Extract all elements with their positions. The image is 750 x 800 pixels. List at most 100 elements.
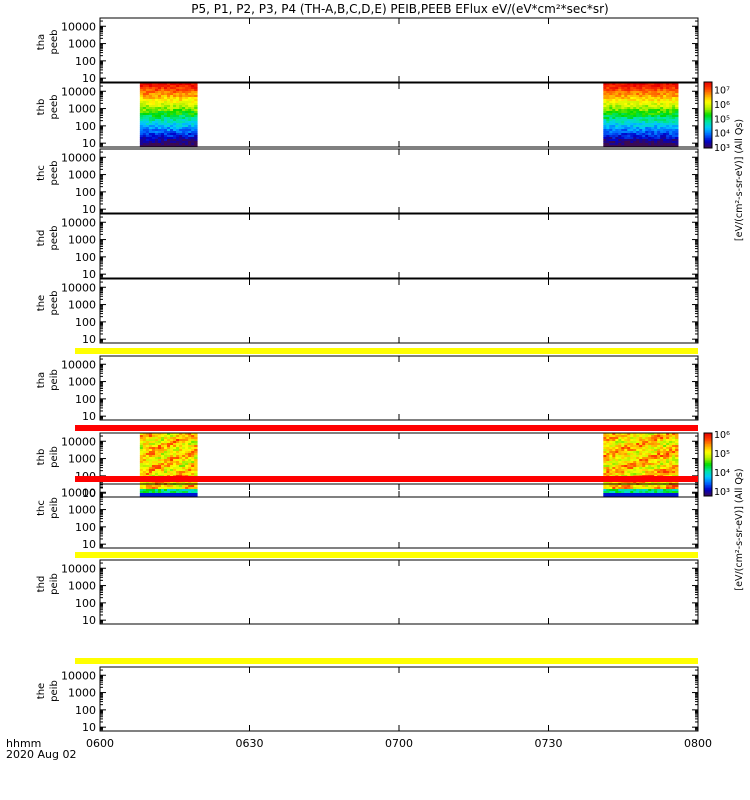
heatmap-cell <box>663 141 667 144</box>
heatmap-cell <box>194 453 198 456</box>
heatmap-cell <box>618 481 622 484</box>
heatmap-cell <box>139 125 144 128</box>
heatmap-cell <box>672 141 676 144</box>
heatmap-cell <box>621 489 625 492</box>
heatmap-cell <box>173 89 177 92</box>
heatmap-cell <box>167 113 171 116</box>
heatmap-cell <box>639 117 643 120</box>
heatmap-cell <box>660 137 664 140</box>
heatmap-cell <box>185 461 189 464</box>
heatmap-cell <box>145 89 150 92</box>
heatmap-cell <box>194 123 198 126</box>
heatmap-cell <box>612 443 616 446</box>
heatmap-cell <box>675 123 679 126</box>
heatmap-cell <box>642 145 646 148</box>
heatmap-cell <box>188 135 192 138</box>
heatmap-cell <box>157 465 162 468</box>
heatmap-cell <box>603 83 607 86</box>
heatmap-cell <box>639 469 643 472</box>
heatmap-cell <box>170 109 174 112</box>
heatmap-cell <box>185 447 189 450</box>
heatmap-cell <box>660 91 664 94</box>
heatmap-cell <box>636 473 640 476</box>
heatmap-cell <box>179 481 183 484</box>
heatmap-cell <box>170 465 174 468</box>
heatmap-cell <box>160 471 165 474</box>
heatmap-cell <box>627 95 631 98</box>
heatmap-cell <box>633 103 637 106</box>
heatmap-cell <box>618 123 622 126</box>
heatmap-cell <box>179 463 183 466</box>
heatmap-cell <box>142 439 147 442</box>
heatmap-cell <box>145 451 150 454</box>
heatmap-cell <box>188 463 192 466</box>
energy-tick-label: 10000 <box>61 435 96 448</box>
heatmap-cell <box>636 111 640 114</box>
heatmap-cell <box>621 467 625 470</box>
heatmap-cell <box>164 463 168 466</box>
heatmap-cell <box>191 93 195 96</box>
heatmap-cell <box>675 141 679 144</box>
heatmap-cell <box>627 465 631 468</box>
heatmap-cell <box>639 467 643 470</box>
heatmap-cell <box>191 105 195 108</box>
colorbar-swatch <box>704 464 712 467</box>
heatmap-cell <box>182 125 186 128</box>
heatmap-cell <box>669 87 673 90</box>
heatmap-cell <box>633 135 637 138</box>
heatmap-cell <box>160 95 165 98</box>
heatmap-cell <box>675 491 679 494</box>
heatmap-cell <box>182 111 186 114</box>
heatmap-cell <box>657 133 661 136</box>
heatmap-cell <box>666 463 670 466</box>
heatmap-cell <box>615 91 619 94</box>
heatmap-cell <box>167 489 171 492</box>
heatmap-cell <box>164 87 168 90</box>
heatmap-cell <box>154 91 159 94</box>
heatmap-cell <box>612 451 616 454</box>
heatmap-cell <box>615 445 619 448</box>
heatmap-cell <box>639 99 643 102</box>
heatmap-cell <box>603 129 607 132</box>
heatmap-cell <box>645 439 649 442</box>
heatmap-cell <box>642 89 646 92</box>
time-axis-label-date: 2020 Aug 02 <box>6 748 76 761</box>
heatmap-cell <box>657 141 661 144</box>
heatmap-cell <box>185 137 189 140</box>
heatmap-cell <box>675 441 679 444</box>
heatmap-cell <box>179 123 183 126</box>
panel-label-probe: the <box>36 683 47 699</box>
heatmap-cell <box>179 111 183 114</box>
heatmap-cell <box>639 105 643 108</box>
heatmap-cell <box>666 457 670 460</box>
heatmap-cell <box>185 115 189 118</box>
heatmap-cell <box>139 435 144 438</box>
heatmap-cell <box>191 489 195 492</box>
heatmap-cell <box>651 117 655 120</box>
heatmap-cell <box>624 487 628 490</box>
heatmap-cell <box>148 485 153 488</box>
colorbar-swatch <box>704 478 712 481</box>
heatmap-cell <box>185 103 189 106</box>
heatmap-cell <box>139 135 144 138</box>
colorbar-swatch <box>704 469 712 472</box>
heatmap-cell <box>606 89 610 92</box>
energy-tick-label: 10 <box>82 268 96 281</box>
heatmap-cell <box>603 433 607 436</box>
heatmap-cell <box>185 133 189 136</box>
heatmap-cell <box>164 109 168 112</box>
heatmap-cell <box>627 103 631 106</box>
heatmap-cell <box>603 449 607 452</box>
colorbar-swatch <box>704 436 712 439</box>
heatmap-cell <box>139 437 144 440</box>
heatmap-cell <box>173 83 177 86</box>
heatmap-cell <box>648 141 652 144</box>
heatmap-cell <box>182 131 186 134</box>
heatmap-cell <box>176 101 180 104</box>
heatmap-cell <box>630 115 634 118</box>
heatmap-cell <box>606 91 610 94</box>
heatmap-cell <box>173 101 177 104</box>
heatmap-cell <box>188 109 192 112</box>
heatmap-cell <box>654 131 658 134</box>
